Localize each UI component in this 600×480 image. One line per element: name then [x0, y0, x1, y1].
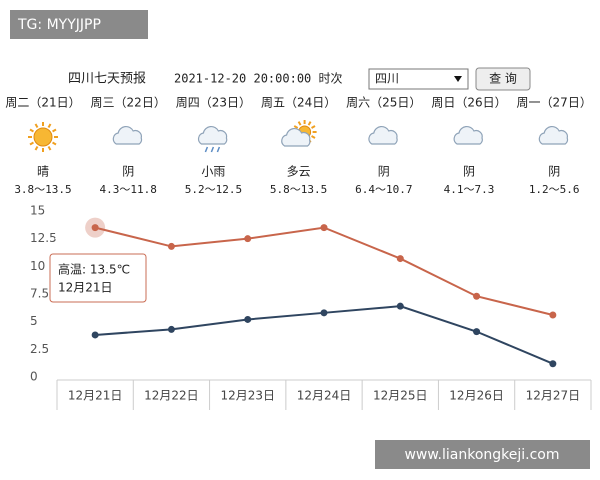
temp-range: 5.2～12.5	[185, 183, 242, 196]
x-tick-label: 12月21日	[68, 389, 123, 403]
point	[549, 360, 557, 368]
series-line	[94, 226, 554, 316]
weather: 阴	[463, 165, 475, 179]
temp-range: 1.2～5.6	[529, 183, 580, 196]
y-tick-label: 5	[30, 314, 38, 328]
cloud-icon	[538, 125, 569, 145]
rain-drop	[204, 146, 209, 153]
weather: 多云	[287, 165, 311, 179]
temp-range: 5.8～13.5	[270, 183, 327, 196]
sun-ray	[307, 121, 312, 126]
region-select-value: 四川	[375, 72, 399, 86]
select-arrow	[454, 76, 462, 82]
sun-ray	[52, 141, 57, 146]
sun-ray	[34, 123, 39, 128]
rain-drop	[210, 146, 215, 153]
rain-drop	[216, 146, 221, 153]
sun-ray	[47, 123, 52, 128]
temp-range: 4.1～7.3	[444, 183, 495, 196]
point	[473, 328, 481, 336]
sun-ray	[29, 128, 34, 133]
header-time: 2021-12-20 20:00:00 时次	[174, 72, 343, 86]
weekday: 周三（22日）	[91, 96, 166, 110]
cloud-icon	[281, 127, 311, 147]
tooltip-text: 高温: 13.5℃	[58, 262, 130, 277]
sun-ray	[311, 125, 316, 129]
y-tick-label: 12.5	[30, 231, 57, 245]
weekday: 周四（23日）	[176, 96, 251, 110]
sun-ray	[311, 135, 316, 139]
sun-ray	[293, 125, 299, 129]
point	[167, 325, 175, 333]
sun-ray	[29, 141, 34, 146]
point	[91, 224, 99, 232]
sun-ray	[47, 146, 52, 151]
x-tick-label: 12月23日	[220, 389, 275, 403]
x-tick-label: 12月26日	[449, 389, 504, 403]
point	[244, 235, 252, 243]
header-title: 四川七天预报	[68, 72, 146, 87]
weekday: 周一（27日）	[517, 96, 592, 110]
watermark-box	[375, 440, 590, 469]
weather: 阴	[378, 165, 390, 179]
sun-icon	[33, 127, 53, 147]
watermark: TG: MYYJJPP	[17, 17, 101, 33]
watermark-box	[10, 10, 148, 39]
cloud-icon	[112, 125, 143, 145]
x-tick-label: 12月27日	[526, 389, 581, 403]
query-button[interactable]	[475, 67, 531, 91]
point	[91, 331, 99, 339]
point	[473, 292, 481, 300]
point	[320, 309, 328, 317]
temp-range: 4.3～11.8	[100, 183, 157, 196]
y-tick-label: 7.5	[30, 287, 49, 301]
watermark: www.liankongkeji.com	[404, 447, 559, 463]
y-tick-label: 10	[30, 259, 45, 273]
weather: 阴	[122, 165, 134, 179]
weekday: 周二（21日）	[5, 96, 80, 110]
sun-ray	[52, 128, 57, 133]
x-tick-label: 12月25日	[373, 389, 428, 403]
point	[167, 242, 175, 250]
weekday: 周日（26日）	[431, 96, 506, 110]
temp-range: 6.4～10.7	[355, 183, 412, 196]
point	[244, 315, 252, 323]
cloud-icon	[197, 125, 228, 145]
tooltip	[49, 253, 147, 303]
x-tick-label: 12月22日	[144, 389, 199, 403]
x-tick-label: 12月24日	[297, 389, 352, 403]
weekday: 周六（25日）	[346, 96, 421, 110]
point	[396, 255, 404, 263]
temp-range: 3.8～13.5	[14, 183, 71, 196]
sun-ray	[34, 146, 39, 151]
y-tick-label: 2.5	[30, 342, 49, 356]
cloud-icon	[453, 125, 483, 145]
cloud-icon	[368, 125, 398, 145]
point	[396, 302, 404, 310]
weather: 阴	[548, 165, 560, 179]
sun-ray	[297, 121, 302, 126]
tooltip-text: 12月21日	[58, 281, 113, 295]
weather: 小雨	[201, 165, 225, 179]
weather: 晴	[37, 165, 49, 179]
query-button-label: 查 询	[489, 72, 517, 86]
point	[549, 311, 557, 319]
y-tick-label: 15	[30, 204, 45, 218]
region-select[interactable]	[368, 68, 469, 90]
y-tick-label: 0	[30, 370, 38, 384]
weekday: 周五（24日）	[261, 96, 336, 110]
point	[320, 224, 328, 232]
